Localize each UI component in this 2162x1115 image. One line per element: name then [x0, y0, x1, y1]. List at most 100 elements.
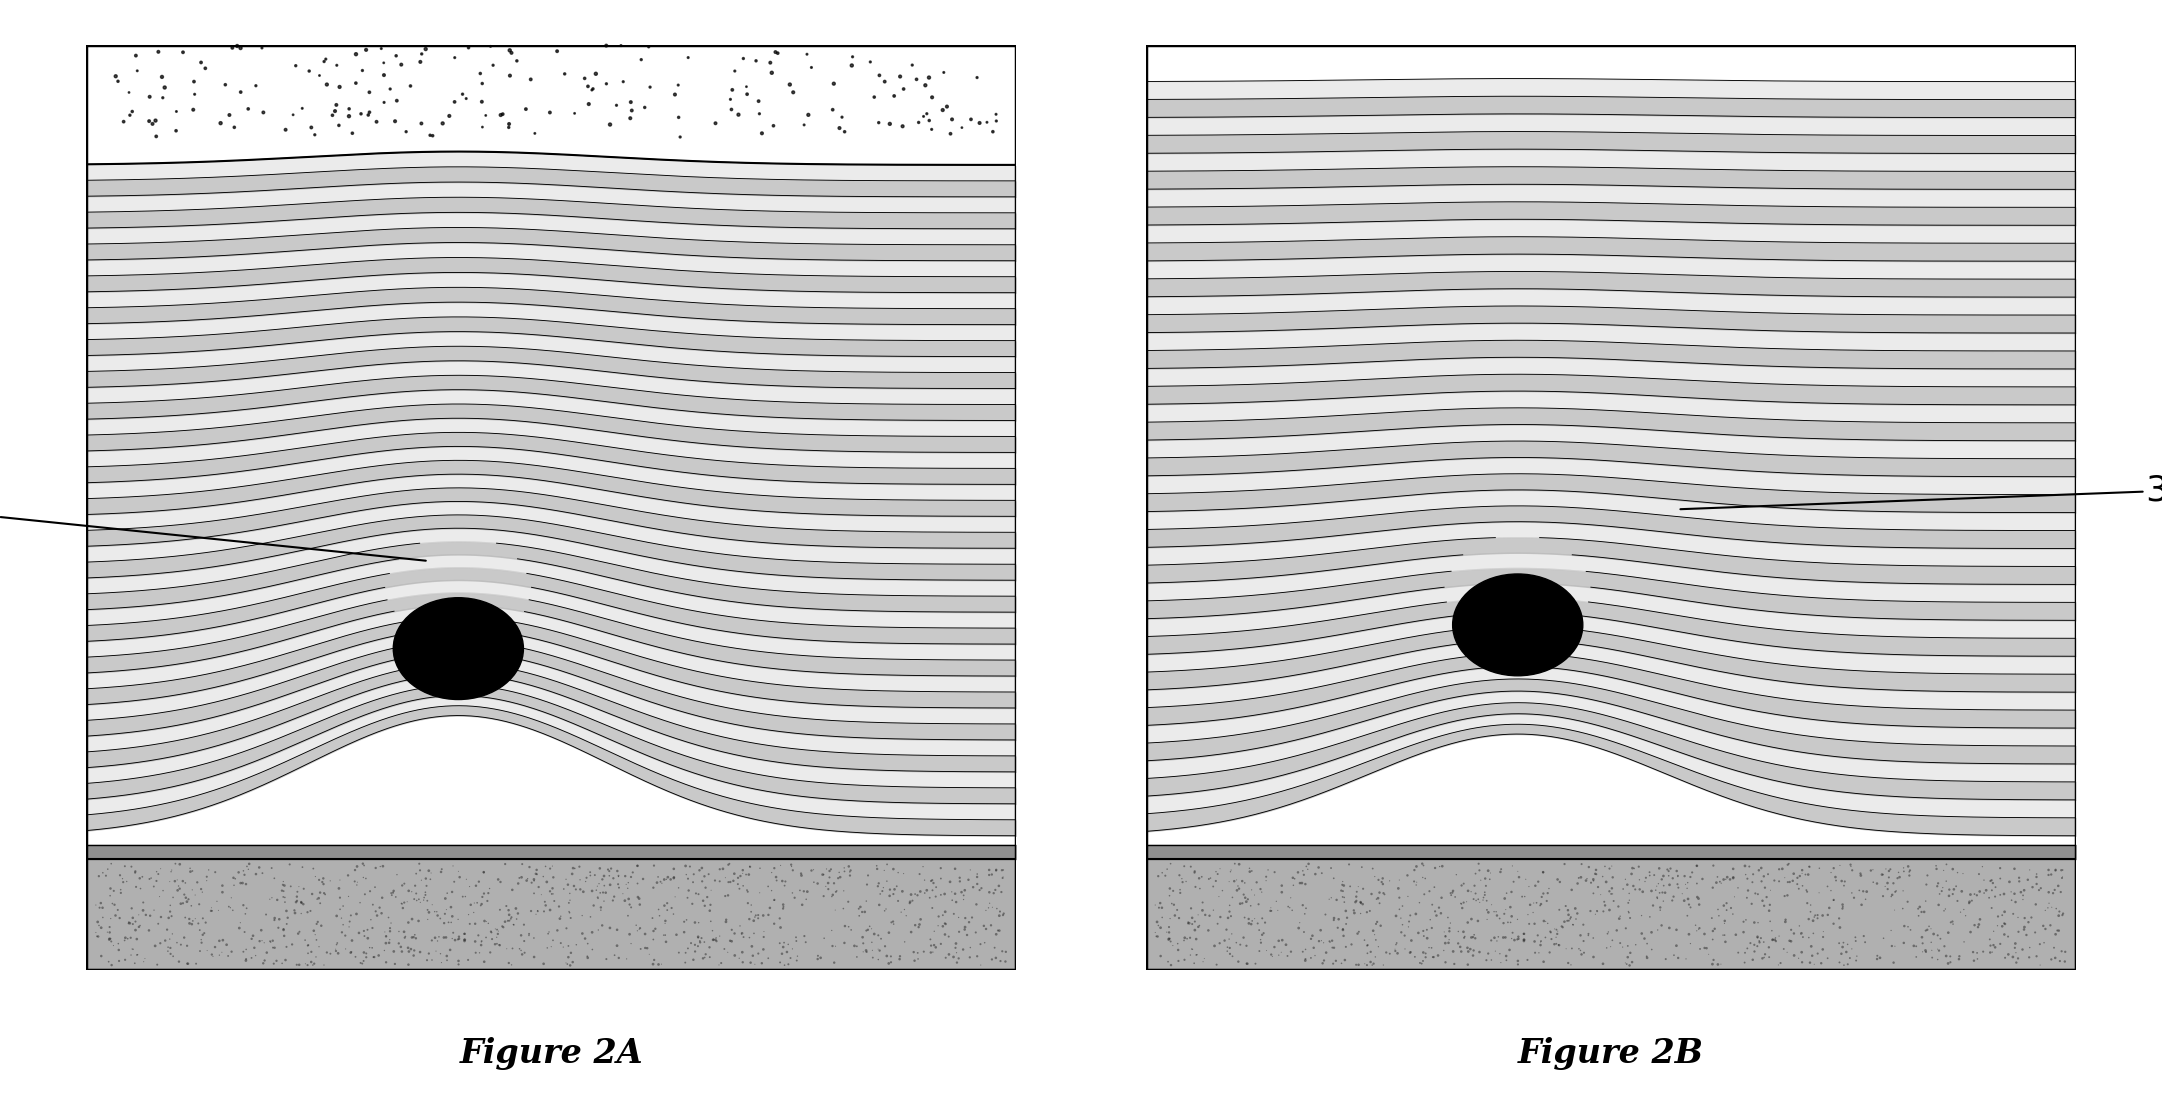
Point [1414, 895, 1449, 913]
Point [115, 857, 149, 875]
Point [229, 875, 264, 893]
Point [536, 885, 571, 903]
Point [1602, 898, 1637, 915]
Point [406, 889, 441, 906]
Point [141, 914, 175, 932]
Point [385, 899, 419, 917]
Point [465, 937, 499, 954]
Point [707, 888, 742, 905]
Point [729, 78, 763, 96]
Point [1349, 944, 1384, 962]
Point [845, 903, 880, 921]
Point [765, 944, 800, 962]
Point [1933, 913, 1967, 931]
Point [986, 869, 1020, 886]
Point [1340, 878, 1375, 895]
Point [1998, 943, 2032, 961]
Point [925, 906, 960, 924]
Point [1321, 919, 1356, 937]
Point [902, 950, 936, 968]
Point [1399, 905, 1433, 923]
Point [1470, 903, 1505, 921]
Point [1431, 909, 1466, 927]
Point [752, 54, 787, 71]
Point [703, 956, 737, 973]
Point [1963, 883, 1998, 901]
Point [1481, 928, 1516, 946]
Point [744, 954, 778, 972]
Point [171, 937, 205, 954]
Point [1704, 956, 1738, 973]
Point [1286, 866, 1321, 884]
Point [657, 888, 692, 905]
Point [709, 911, 744, 929]
Point [502, 940, 536, 958]
Point [307, 52, 342, 70]
Point [960, 948, 995, 966]
Point [934, 110, 969, 128]
Point [186, 924, 221, 942]
Point [506, 946, 540, 963]
Point [765, 898, 800, 915]
Point [411, 944, 445, 962]
Point [638, 951, 672, 969]
Point [184, 942, 218, 960]
Point [102, 941, 136, 959]
Point [2028, 902, 2063, 920]
Point [499, 900, 534, 918]
Point [1529, 912, 1563, 930]
Point [339, 46, 374, 64]
Point [1624, 906, 1658, 924]
Point [1511, 915, 1546, 933]
Point [1576, 884, 1611, 902]
Point [502, 869, 536, 886]
Point [272, 878, 307, 895]
Point [489, 855, 523, 873]
Point [164, 894, 199, 912]
Point [1340, 883, 1375, 901]
Point [521, 879, 556, 896]
Point [1243, 942, 1278, 960]
Point [1379, 935, 1414, 953]
Point [666, 923, 700, 941]
Point [586, 917, 620, 934]
Point [1983, 860, 2017, 878]
Point [478, 920, 512, 938]
Point [882, 950, 917, 968]
Point [1317, 939, 1351, 957]
Point [1609, 954, 1643, 972]
Point [1360, 890, 1394, 908]
Point [543, 908, 577, 925]
Point [1286, 905, 1321, 923]
Point [1717, 860, 1751, 878]
Point [817, 953, 852, 971]
Point [296, 860, 331, 878]
Point [1529, 929, 1563, 947]
Point [1276, 869, 1310, 886]
Point [1356, 954, 1390, 972]
Point [899, 70, 934, 88]
Point [1831, 935, 1866, 953]
Point [283, 893, 318, 911]
Point [636, 856, 670, 874]
Point [324, 923, 359, 941]
Point [132, 113, 166, 130]
Point [1818, 872, 1853, 890]
Point [707, 940, 742, 958]
Point [1929, 947, 1963, 964]
Point [1792, 896, 1827, 914]
Point [1697, 951, 1732, 969]
Point [620, 922, 655, 940]
Point [154, 896, 188, 914]
Point [350, 921, 385, 939]
Point [733, 953, 768, 971]
Point [495, 940, 530, 958]
Point [856, 88, 891, 106]
Point [352, 939, 387, 957]
Point [1157, 906, 1191, 924]
Point [1423, 857, 1457, 875]
Point [192, 861, 227, 879]
Point [692, 948, 726, 966]
Point [275, 935, 309, 953]
Point [253, 933, 288, 951]
